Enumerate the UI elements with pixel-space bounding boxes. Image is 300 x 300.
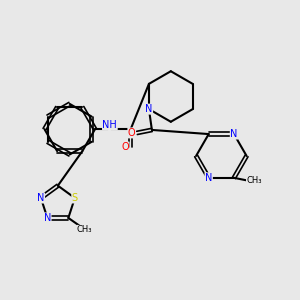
Text: N: N bbox=[205, 173, 212, 183]
Text: S: S bbox=[72, 193, 78, 203]
Text: N: N bbox=[145, 104, 153, 114]
Text: N: N bbox=[44, 213, 51, 223]
Text: O: O bbox=[128, 128, 136, 138]
Text: CH₃: CH₃ bbox=[246, 176, 262, 185]
Text: NH: NH bbox=[103, 120, 117, 130]
Text: CH₃: CH₃ bbox=[77, 225, 92, 234]
Text: N: N bbox=[37, 193, 45, 203]
Text: O: O bbox=[122, 142, 129, 152]
Text: N: N bbox=[230, 129, 238, 139]
